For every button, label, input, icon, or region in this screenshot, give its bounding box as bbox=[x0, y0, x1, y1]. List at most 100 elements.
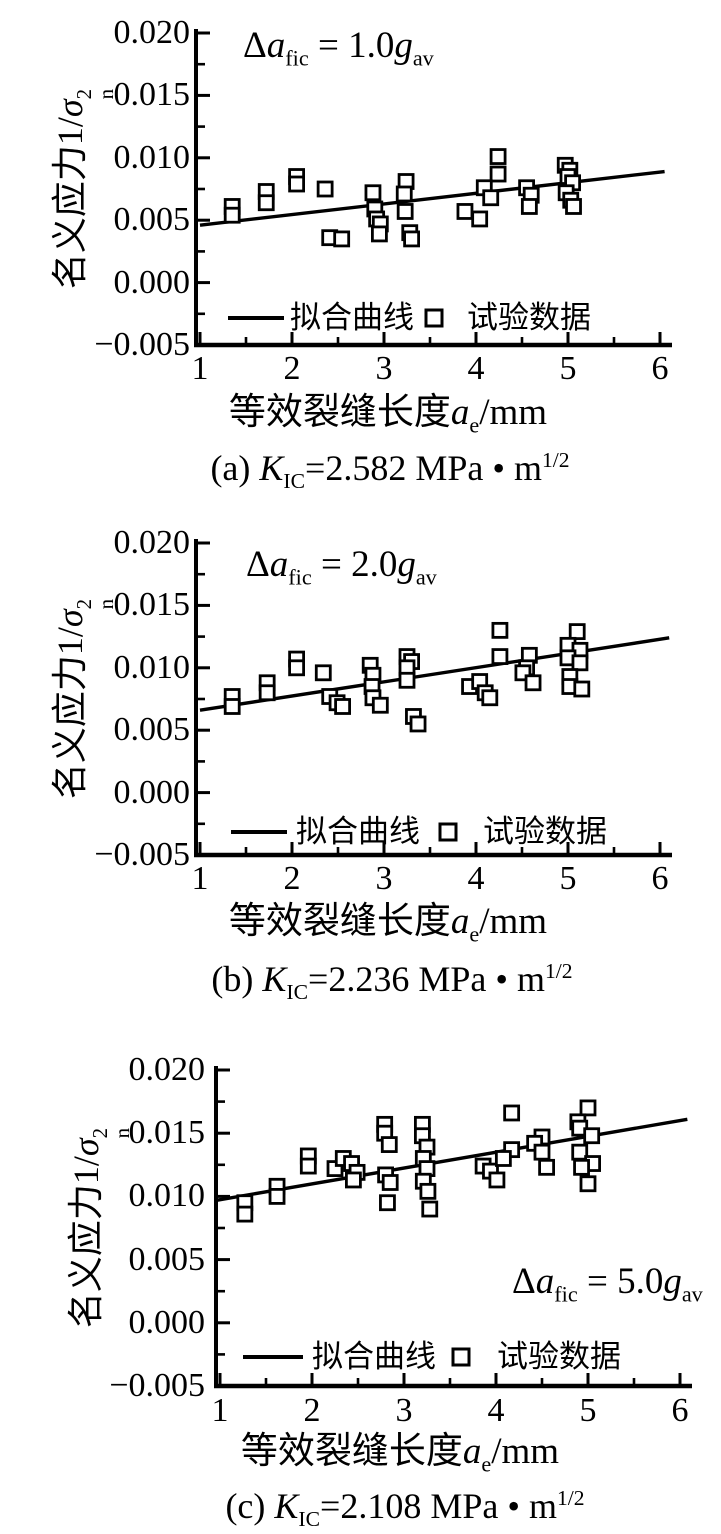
data-point-marker bbox=[268, 1188, 286, 1205]
annotation-value: 5.0 bbox=[617, 1261, 664, 1302]
data-point-marker bbox=[288, 175, 306, 193]
kic-value: 2.236 bbox=[328, 959, 410, 999]
y-tick-label: 0.010 bbox=[113, 648, 191, 686]
data-point-marker bbox=[379, 1194, 396, 1212]
chart-c-y-axis-title: 名义应力1/σ 2 n bbox=[66, 1127, 135, 1329]
data-point-marker bbox=[314, 664, 332, 682]
y-tick-label: −0.005 bbox=[109, 1367, 205, 1404]
x-tick-label: 1 bbox=[191, 350, 209, 387]
y-tick-label: 0.005 bbox=[128, 1240, 206, 1278]
fit-line bbox=[199, 636, 670, 712]
data-point-marker bbox=[579, 1099, 597, 1117]
x-tick-label: 5 bbox=[559, 350, 577, 387]
data-point-marker bbox=[403, 230, 421, 248]
y-tick-label: 0.020 bbox=[113, 14, 191, 51]
data-point-marker bbox=[524, 674, 542, 692]
x-tick-label: 2 bbox=[283, 860, 301, 897]
data-point-marker bbox=[533, 1143, 551, 1161]
chart-c-legend-fit-label: 拟合曲线 bbox=[312, 1339, 436, 1374]
data-point-marker bbox=[489, 165, 507, 183]
data-point-marker bbox=[571, 654, 589, 672]
legend-marker-sample bbox=[424, 308, 444, 328]
legend-marker-sample bbox=[451, 1347, 471, 1367]
data-point-marker bbox=[520, 198, 538, 215]
chart-b-legend-data-label: 试验数据 bbox=[483, 814, 607, 849]
x-tick-label: 2 bbox=[303, 1392, 321, 1429]
y-tick-label: 0.020 bbox=[128, 1051, 206, 1088]
y-tick-label: 0.000 bbox=[128, 1303, 206, 1341]
data-point-marker bbox=[538, 1158, 555, 1176]
x-tick-label: 6 bbox=[671, 1392, 689, 1429]
x-tick-label: 3 bbox=[375, 350, 393, 387]
y-tick-label: 0.015 bbox=[113, 586, 191, 624]
data-point-marker bbox=[223, 698, 241, 715]
x-tick-label: 2 bbox=[283, 350, 301, 387]
x-tick-label: 3 bbox=[375, 860, 393, 897]
data-point-marker bbox=[344, 1171, 362, 1189]
x-tick-label: 5 bbox=[579, 1392, 597, 1429]
y-tick-label: −0.005 bbox=[94, 326, 190, 363]
x-tick-label: 4 bbox=[467, 860, 485, 897]
data-point-marker bbox=[568, 623, 586, 641]
chart-a-legend-fit-label: 拟合曲线 bbox=[290, 300, 414, 335]
y-tick-label: 0.010 bbox=[113, 138, 191, 176]
x-tick-label: 3 bbox=[395, 1392, 413, 1429]
data-point-marker bbox=[381, 1174, 399, 1191]
data-point-marker bbox=[316, 180, 334, 198]
data-point-marker bbox=[395, 185, 413, 203]
chart-b-y-axis-title: 名义应力1/σ 2 n bbox=[50, 598, 119, 800]
data-point-marker bbox=[398, 671, 416, 689]
data-point-marker bbox=[334, 698, 352, 715]
data-point-marker bbox=[488, 1171, 506, 1189]
data-point-marker bbox=[482, 189, 500, 207]
chart-a-y-axis-title: 名义应力1/σ 2 n bbox=[49, 19, 118, 359]
x-tick-label: 4 bbox=[467, 350, 485, 387]
y-tick-label: −0.005 bbox=[94, 836, 190, 873]
data-point-marker bbox=[573, 1158, 590, 1176]
data-point-marker bbox=[223, 206, 241, 224]
data-point-marker bbox=[258, 684, 276, 702]
data-point-marker bbox=[333, 230, 351, 248]
fit-line bbox=[216, 1117, 688, 1202]
data-point-marker bbox=[583, 1127, 601, 1145]
chart-a-annotation: Δafic = 1.0gav bbox=[243, 25, 434, 71]
delta-symbol: Δ bbox=[512, 1261, 536, 1302]
y-tick-label: 0.005 bbox=[113, 201, 191, 239]
annotation-value: 2.0 bbox=[351, 544, 398, 585]
data-point-marker bbox=[380, 1136, 398, 1153]
chart-c-caption: (c) KIC=2.108 MPa • m1/2 bbox=[225, 1486, 585, 1532]
chart-c-legend-data-label: 试验数据 bbox=[497, 1339, 621, 1374]
data-point-marker bbox=[456, 203, 474, 220]
chart-a-x-axis-title: 等效裂缝长度ae/mm bbox=[228, 392, 548, 438]
data-point-marker bbox=[579, 1175, 597, 1193]
data-point-marker bbox=[419, 1182, 437, 1200]
x-tick-label: 6 bbox=[651, 350, 669, 387]
x-tick-label: 1 bbox=[211, 1392, 229, 1429]
data-point-marker bbox=[565, 198, 582, 215]
data-point-marker bbox=[491, 648, 509, 665]
y-tick-label: 0.005 bbox=[113, 711, 191, 749]
chart-b-annotation: Δafic = 2.0gav bbox=[246, 544, 437, 590]
data-point-marker bbox=[396, 203, 414, 220]
y-tick-label: 0.000 bbox=[113, 773, 191, 811]
y-tick-label: 0.015 bbox=[128, 1114, 206, 1152]
x-tick-label: 1 bbox=[191, 860, 209, 897]
fit-line bbox=[199, 169, 665, 227]
data-point-marker bbox=[236, 1205, 254, 1223]
data-point-marker bbox=[489, 148, 507, 165]
chart-a-legend-data-label: 试验数据 bbox=[467, 300, 591, 335]
y-tick-label: 0.000 bbox=[113, 263, 191, 301]
data-point-marker bbox=[421, 1200, 439, 1218]
data-point-marker bbox=[491, 621, 509, 639]
y-tick-label: 0.010 bbox=[128, 1177, 206, 1215]
chart-a-plot bbox=[194, 29, 672, 348]
chart-a-caption: (a) KIC=2.582 MPa • m1/2 bbox=[210, 448, 570, 494]
x-tick-label: 4 bbox=[487, 1392, 505, 1429]
data-point-marker bbox=[364, 184, 382, 202]
chart-b-legend-fit-label: 拟合曲线 bbox=[296, 814, 420, 849]
chart-c-x-axis-title: 等效裂缝长度ae/mm bbox=[240, 1431, 560, 1477]
data-point-marker bbox=[481, 689, 499, 707]
data-point-marker bbox=[370, 225, 388, 243]
kic-value: 2.108 bbox=[340, 1486, 422, 1526]
